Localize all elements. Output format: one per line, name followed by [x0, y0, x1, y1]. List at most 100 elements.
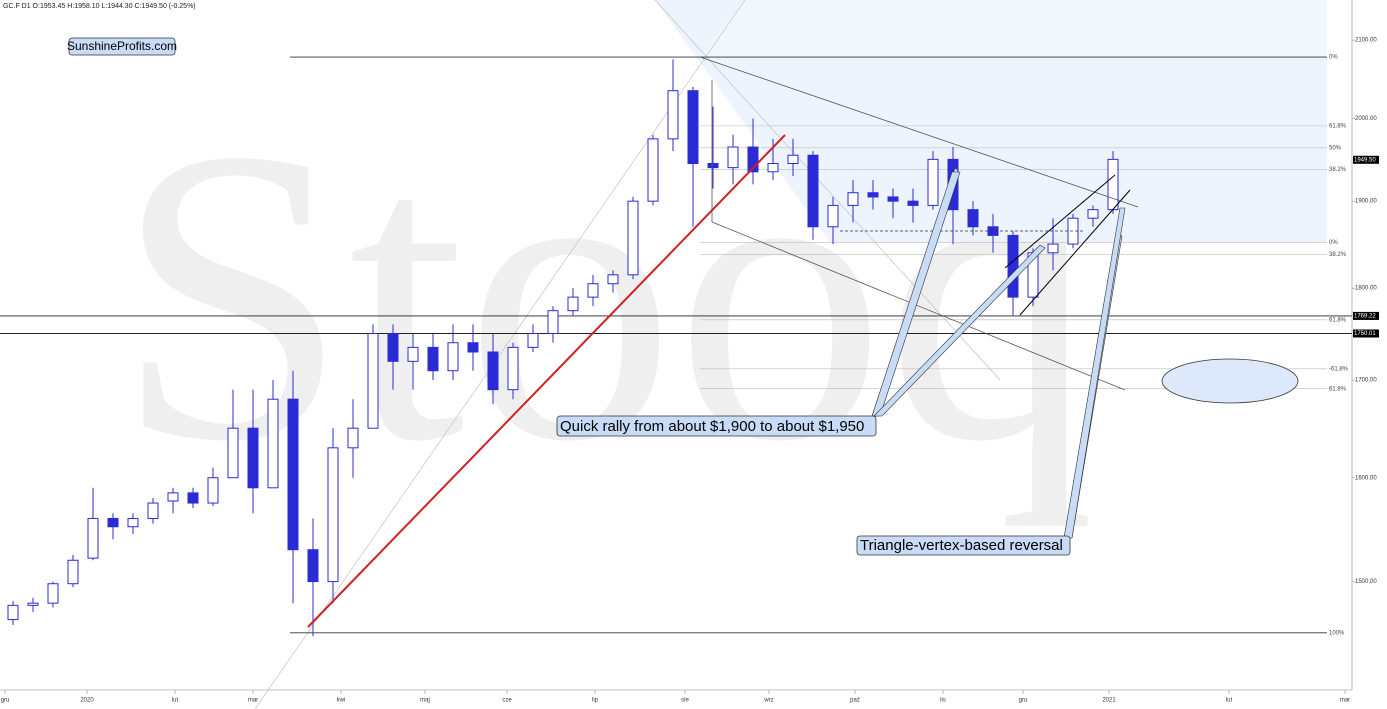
- trend-line: [711, 221, 1126, 391]
- x-tick-label: gru: [1019, 698, 1028, 704]
- candle-body: [827, 204, 839, 228]
- candle-body: [727, 146, 739, 169]
- candle-body: [1047, 243, 1059, 254]
- y-tick-label: 1500.00: [1355, 579, 1377, 585]
- candle-body: [747, 146, 759, 173]
- site-label-box: [68, 37, 176, 56]
- annotation: Triangle-vertex-based reversal: [860, 537, 1063, 554]
- candle-body: [967, 209, 979, 228]
- candle-body: [467, 342, 479, 353]
- annotation-box: [556, 415, 877, 437]
- trend-line: [1019, 189, 1131, 316]
- price-label: 1949.50: [1354, 157, 1376, 163]
- candle-body: [147, 502, 159, 519]
- fib-label: 61.8%: [1329, 123, 1347, 129]
- candle-body: [367, 333, 379, 429]
- candle-body: [1087, 209, 1099, 219]
- fib-label: 61.8%: [1329, 317, 1347, 323]
- candle-body: [707, 162, 719, 169]
- header: GC.F D1 O:1953.45 H:1958.10 L:1944.30 C:…: [3, 3, 196, 10]
- site-label: SunshineProfits.com: [67, 39, 177, 53]
- y-tick-label: 2000.00: [1355, 116, 1377, 122]
- x-tick-label: lis: [940, 698, 946, 704]
- annotation: Quick rally from about $1,900 to about $…: [560, 418, 864, 435]
- x-tick-label: mar: [248, 698, 258, 704]
- fan-line: [254, 0, 746, 709]
- candle-body: [267, 398, 279, 489]
- y-tick-label: 1600.00: [1355, 475, 1377, 481]
- candle-body: [427, 346, 439, 372]
- candle-body: [867, 192, 879, 198]
- candle-body: [527, 333, 539, 348]
- fib-label: 0%: [1329, 55, 1338, 61]
- candle-body: [767, 162, 779, 173]
- trend-line: [307, 134, 786, 628]
- price-tag: [1353, 155, 1379, 164]
- candle-body: [447, 342, 459, 372]
- candle-body: [1007, 234, 1019, 298]
- trend-line: [1004, 174, 1116, 269]
- fan-line: [654, 0, 1001, 381]
- fib-label: 61.8%: [1329, 386, 1347, 392]
- candle-body: [107, 517, 119, 528]
- candle-body: [187, 492, 199, 504]
- candle-body: [287, 398, 299, 551]
- target-ellipse: [1161, 358, 1299, 404]
- candle-body: [1107, 158, 1119, 211]
- fib-label: -61.8%: [1329, 366, 1349, 372]
- candle-body: [207, 477, 219, 504]
- fib-label: 100%: [1329, 630, 1345, 636]
- shaded-zone: [700, 0, 1327, 57]
- candle-body: [47, 583, 59, 604]
- shaded-zone: [655, 0, 1327, 242]
- x-tick-label: maj: [420, 698, 430, 704]
- y-tick-label: 1900.00: [1355, 199, 1377, 205]
- candle-body: [7, 604, 19, 621]
- callout-arrow: [873, 244, 1046, 417]
- trend-line: [699, 56, 1139, 208]
- candle-body: [307, 549, 319, 583]
- candle-body: [247, 427, 259, 489]
- candle-body: [127, 517, 139, 528]
- x-tick-label: wrz: [763, 698, 773, 704]
- x-tick-label: lut: [1226, 698, 1233, 704]
- y-tick-label: 2100.00: [1355, 38, 1377, 44]
- candle-body: [607, 274, 619, 285]
- x-tick-label: cze: [502, 698, 512, 704]
- price-tag: [1353, 311, 1379, 320]
- candle-body: [887, 196, 899, 202]
- x-tick-label: gru: [1, 698, 10, 704]
- candle-body: [547, 310, 559, 335]
- candle-body: [27, 602, 39, 606]
- candle-body: [487, 351, 499, 391]
- x-tick-label: sie: [681, 698, 689, 704]
- x-tick-label: lip: [592, 698, 599, 704]
- annotation-box: [856, 535, 1071, 556]
- y-tick-label: 1700.00: [1355, 378, 1377, 384]
- x-tick-label: lut: [172, 698, 179, 704]
- candle-body: [647, 138, 659, 202]
- candle-body: [387, 333, 399, 362]
- candle-body: [407, 346, 419, 362]
- candle-body: [227, 427, 239, 479]
- candle-body: [507, 346, 519, 391]
- x-tick-label: paź: [850, 698, 860, 704]
- x-tick-label: mar: [1340, 698, 1350, 704]
- candle-body: [627, 200, 639, 276]
- y-tick-label: 1800.00: [1355, 286, 1377, 292]
- price-tag: [1353, 329, 1379, 338]
- candle-body: [687, 90, 699, 164]
- candle-body: [667, 90, 679, 140]
- candle-body: [807, 154, 819, 228]
- fib-label: 38.2%: [1329, 167, 1347, 173]
- candle-body: [587, 283, 599, 298]
- candle-body: [927, 158, 939, 206]
- x-tick-label: kwi: [337, 698, 346, 704]
- fib-label: 0%: [1329, 240, 1338, 246]
- x-tick-label: 2020: [80, 698, 94, 704]
- price-label: 1769.22: [1354, 314, 1376, 320]
- price-label: 1750.01: [1354, 331, 1376, 337]
- x-tick-label: 2021: [1102, 698, 1116, 704]
